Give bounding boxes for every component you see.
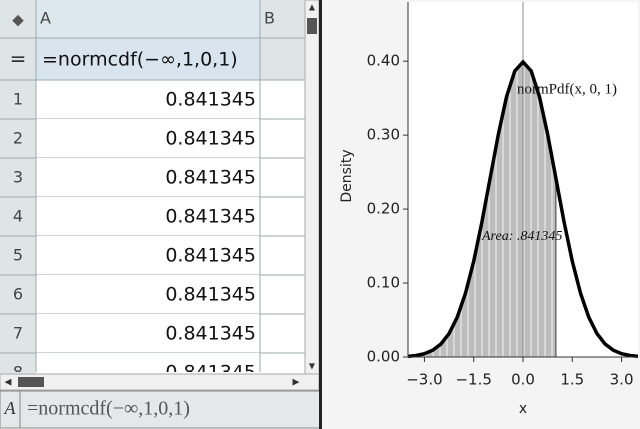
y-tick-label: 0.00: [367, 348, 400, 366]
corner-icon[interactable]: ◆: [12, 11, 24, 29]
column-label: B: [264, 9, 275, 28]
cell[interactable]: [36, 119, 260, 158]
cell[interactable]: [36, 197, 260, 236]
x-tick-label: 3.0: [610, 371, 634, 389]
y-axis-label: Density: [339, 149, 355, 202]
x-tick-label: 1.5: [560, 371, 584, 389]
scroll-up[interactable]: ▲: [309, 3, 316, 12]
scroll-left[interactable]: ◀: [5, 378, 12, 388]
column-a-header[interactable]: [36, 0, 260, 38]
formula-cell-b[interactable]: [260, 38, 305, 80]
cell-value: 0.841345: [165, 323, 256, 345]
column-label: A: [40, 9, 51, 28]
row-header-column: [0, 38, 36, 378]
cell[interactable]: [36, 314, 260, 353]
y-tick-label: 0.30: [367, 126, 400, 144]
row-label: 2: [13, 129, 23, 148]
cell-value: 0.841345: [165, 245, 256, 267]
cell[interactable]: [36, 275, 260, 314]
row-label: 3: [13, 168, 23, 187]
x-tick-label: −3.0: [406, 371, 442, 389]
panel-divider: [319, 0, 322, 429]
scroll-right[interactable]: ▶: [293, 378, 300, 388]
curve-label: normPdf(x, 0, 1): [517, 81, 617, 97]
x-axis-label: x: [519, 401, 527, 417]
x-tick-label: −1.5: [455, 371, 491, 389]
curve: [407, 59, 639, 359]
y-tick-label: 0.40: [367, 52, 400, 70]
cell-value: 0.841345: [165, 89, 256, 111]
cell-value: 0.841345: [165, 206, 256, 228]
y-tick-label: 0.10: [367, 274, 400, 292]
area-label: Area: .841345: [481, 229, 562, 244]
cell[interactable]: [36, 236, 260, 275]
row-label: 8: [13, 363, 23, 382]
row-label: 5: [13, 246, 23, 265]
cell-value: 0.841345: [165, 284, 256, 306]
cell[interactable]: [36, 353, 260, 392]
x-tick-label: 0.0: [511, 371, 535, 389]
formula-cell[interactable]: [36, 38, 260, 80]
row-label: 6: [13, 285, 23, 304]
scroll-thumb[interactable]: [307, 18, 317, 34]
scroll-down[interactable]: ▼: [309, 362, 316, 371]
horizontal-scrollbar[interactable]: [0, 373, 320, 391]
row-label: 1: [13, 90, 23, 109]
shaded-area: [408, 61, 556, 357]
cell[interactable]: [36, 158, 260, 197]
row-label: 4: [13, 207, 23, 226]
vertical-scrollbar[interactable]: [304, 0, 320, 375]
row-label: 7: [13, 324, 23, 343]
formula-text: =normcdf(−∞,1,0,1): [42, 49, 238, 71]
cell-value: 0.841345: [165, 167, 256, 189]
entry-label: A: [4, 398, 17, 418]
scroll-thumb[interactable]: [18, 377, 44, 387]
y-tick-label: 0.20: [367, 200, 400, 218]
entry-text[interactable]: =normcdf(−∞,1,0,1): [27, 398, 190, 420]
cell-value: 0.841345: [165, 362, 256, 384]
cell-value: 0.841345: [165, 128, 256, 150]
cell[interactable]: [36, 80, 260, 119]
formula-marker: =: [10, 47, 27, 71]
